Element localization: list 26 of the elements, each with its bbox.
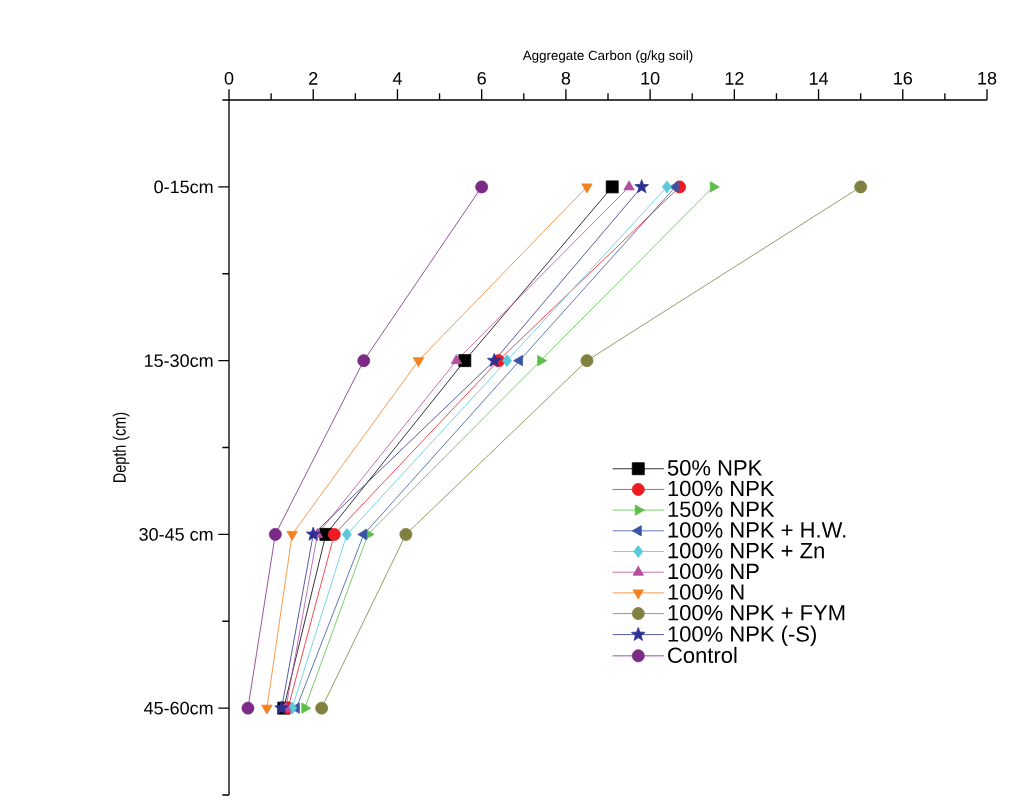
x-tick-label: 10	[641, 71, 660, 85]
x-tick-label: 16	[894, 71, 912, 85]
x-axis-title: Aggregate Carbon (g/kg soil)	[522, 50, 693, 63]
legend-label: 100% N	[668, 584, 744, 600]
x-tick-label: 12	[725, 72, 744, 85]
y-tick-label: 30-45 cm	[139, 528, 213, 541]
x-tick-label: 18	[978, 71, 997, 85]
legend-label: 150% NPK	[668, 501, 775, 518]
legend-label: 50% NPK	[667, 460, 763, 476]
x-tick-label: 0	[224, 71, 234, 85]
legend-label: 100% NPK + Zn	[668, 542, 824, 559]
legend-label: Control	[668, 646, 737, 664]
legend-label: 100% NPK (-S)	[668, 625, 816, 647]
legend-label: 100% NPK + H.W.	[668, 522, 846, 538]
x-tick-label: 14	[809, 72, 829, 85]
x-tick-label: 6	[477, 71, 486, 85]
y-axis-title: Depth (cm)	[112, 412, 130, 482]
x-tick-label: 2	[309, 72, 318, 85]
y-tick-label: 45-60cm	[144, 701, 213, 715]
legend-label: 100% NPK + FYM	[668, 604, 845, 621]
legend-label: 100% NPK	[668, 480, 775, 497]
x-tick-label: 4	[392, 72, 402, 85]
legend-label: 100% NP	[668, 563, 759, 580]
y-tick-label: 0-15cm	[154, 180, 213, 194]
x-tick-label: 8	[561, 71, 571, 85]
y-tick-label: 15-30cm	[144, 354, 213, 367]
